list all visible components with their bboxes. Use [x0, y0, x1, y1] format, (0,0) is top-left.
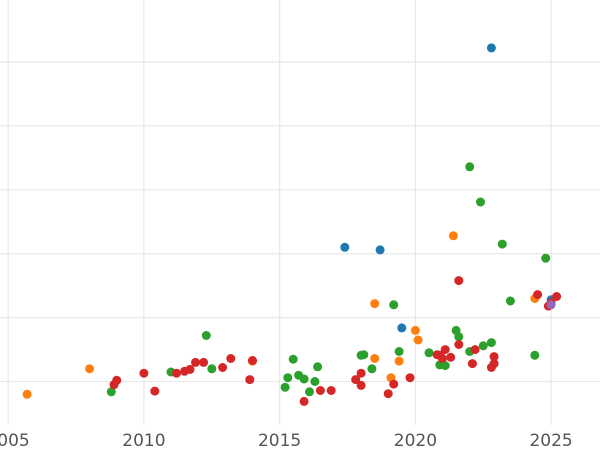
data-point	[201, 331, 211, 340]
data-point	[299, 396, 309, 406]
data-point	[405, 373, 415, 383]
x-tick-label: 2005	[0, 431, 30, 450]
data-point	[150, 386, 160, 396]
data-point	[467, 359, 477, 369]
data-point	[356, 380, 366, 390]
data-point	[486, 43, 496, 53]
data-point	[340, 242, 350, 252]
x-tick-label: 2025	[529, 431, 572, 450]
data-point	[112, 375, 122, 385]
data-point	[370, 354, 380, 363]
data-point	[139, 368, 149, 378]
data-point	[280, 382, 290, 392]
data-point	[199, 357, 209, 367]
data-point	[546, 300, 556, 310]
data-point	[326, 386, 336, 395]
grid-layer	[0, 0, 600, 425]
data-point	[454, 332, 464, 342]
data-point	[489, 359, 499, 369]
data-point	[470, 345, 480, 355]
data-point	[367, 364, 377, 374]
x-tick-label: 2015	[258, 431, 301, 450]
x-tick-label: 2010	[122, 431, 165, 450]
x-tick-label: 2020	[394, 431, 437, 450]
data-point	[478, 341, 488, 351]
data-point	[465, 162, 475, 172]
data-point	[226, 354, 236, 363]
data-point	[299, 374, 309, 384]
data-point	[185, 364, 195, 374]
data-point	[191, 357, 200, 367]
data-point	[541, 253, 551, 263]
data-point	[489, 352, 499, 362]
data-point	[497, 239, 507, 249]
data-point	[283, 373, 293, 383]
data-point	[288, 354, 298, 364]
data-point	[207, 364, 217, 374]
data-point	[394, 347, 404, 356]
data-point	[454, 276, 464, 286]
data-point	[218, 363, 228, 372]
data-point	[370, 299, 380, 309]
data-point	[389, 379, 399, 389]
data-point	[438, 354, 447, 363]
data-point	[440, 361, 450, 371]
data-point	[375, 245, 385, 255]
data-point	[305, 387, 314, 397]
data-point	[486, 338, 496, 348]
data-point	[245, 375, 255, 385]
data-point	[310, 377, 320, 386]
data-point	[440, 345, 450, 355]
data-point	[106, 387, 116, 397]
data-point	[315, 386, 325, 395]
data-point	[22, 389, 32, 399]
data-point	[248, 356, 257, 365]
data-point	[172, 368, 181, 378]
data-point	[413, 335, 423, 345]
data-point	[448, 231, 458, 241]
data-point	[394, 356, 404, 366]
data-point	[397, 323, 407, 333]
data-point	[410, 325, 420, 335]
data-point	[533, 290, 543, 300]
data-point	[359, 350, 369, 360]
data-point	[424, 348, 434, 358]
data-point	[476, 197, 485, 207]
data-point	[454, 340, 464, 349]
data-point	[446, 352, 456, 362]
x-tick-labels: 2005 2010 2015 2020 2025	[0, 431, 573, 450]
data-point	[351, 375, 361, 385]
data-point	[505, 296, 515, 306]
data-point	[356, 368, 366, 378]
data-point	[313, 362, 323, 372]
data-point	[530, 350, 540, 360]
data-point	[389, 300, 399, 310]
data-point	[552, 292, 562, 301]
points-layer	[22, 43, 562, 406]
data-point	[383, 389, 393, 399]
data-point	[85, 364, 95, 374]
